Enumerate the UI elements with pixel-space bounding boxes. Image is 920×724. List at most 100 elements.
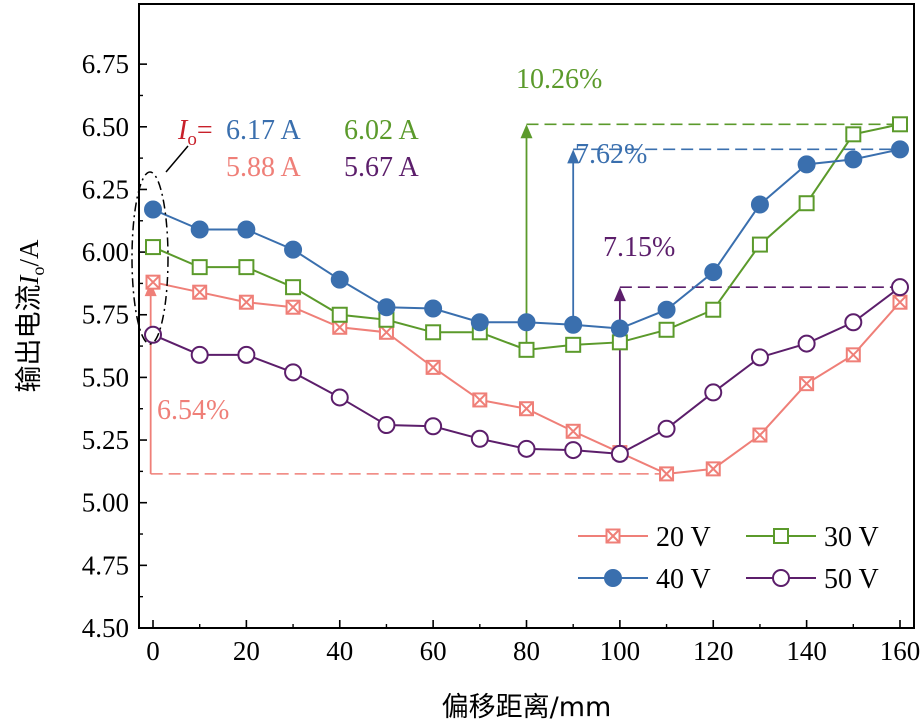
io-value-50v: 5.67 A [344, 152, 419, 183]
io-start-ellipse [131, 171, 169, 345]
point-40v-160 [890, 140, 909, 159]
axis-ticks: 4.50 4.75 5.00 5.25 5.50 5.75 6.00 6.25 6.50 6.75… [82, 49, 920, 666]
point-20v-50-cross-b [379, 325, 394, 340]
reference-lines [144, 123, 900, 475]
y-tick-label: 4.50 [82, 613, 129, 643]
point-20v-150-cross-b [846, 347, 861, 363]
point-40v-130 [750, 195, 769, 214]
y-tick-label: 6.25 [82, 174, 129, 204]
y-tick-label: 6.00 [82, 237, 129, 267]
y-tick-label: 5.00 [82, 488, 129, 518]
point-20v-70-cross-b [472, 392, 488, 408]
point-30v-160 [891, 116, 908, 133]
point-20v-20 [238, 294, 254, 310]
point-30v-140 [798, 195, 815, 212]
point-20v-0 [145, 274, 161, 290]
y-tick-label: 5.50 [82, 362, 129, 392]
point-40v-50 [377, 298, 396, 317]
point-50v-40 [330, 388, 349, 407]
point-40v-20 [237, 220, 256, 239]
point-20v-90-cross-b [565, 424, 581, 439]
point-50v-90 [564, 441, 583, 460]
y-tick-label: 5.25 [82, 425, 129, 455]
y-axis-label-symbol: I [14, 274, 44, 286]
io-symbol: I [177, 115, 189, 146]
pct-label-30v: 10.26% [516, 64, 602, 95]
point-20v-150 [845, 347, 861, 363]
reference-arrow-head-pct_40v [567, 149, 580, 164]
point-20v-70 [472, 392, 488, 408]
point-20v-140 [799, 376, 815, 392]
point-20v-130-cross-b [752, 427, 768, 443]
point-50v-100 [610, 444, 629, 463]
point-30v-130 [751, 236, 768, 253]
point-20v-60 [425, 359, 441, 375]
legend-label-40v: 40 V [656, 564, 711, 595]
io-value-40v: 6.17 A [226, 115, 301, 146]
x-tick-label: 120 [693, 636, 734, 666]
x-tick-label: 80 [513, 636, 540, 666]
point-20v-130 [752, 427, 768, 443]
io-leader-line [165, 145, 189, 173]
point-50v-30 [284, 363, 303, 382]
legend-marker-30v [773, 528, 789, 544]
reference-arrow-head-pct_30v [520, 124, 533, 139]
point-40v-80 [517, 313, 536, 332]
point-30v-80 [518, 341, 535, 358]
x-axis-label: 偏移距离/mm [442, 692, 612, 723]
point-40v-150 [844, 150, 863, 169]
point-40v-10 [190, 220, 209, 239]
point-40v-90 [564, 315, 583, 334]
point-20v-120 [705, 461, 721, 477]
x-tick-label: 100 [600, 636, 641, 666]
point-20v-140-cross-b [799, 376, 814, 391]
y-tick-label: 6.50 [82, 112, 129, 142]
point-50v-70 [470, 429, 489, 448]
svg-text:Io=: Io= [177, 115, 213, 150]
point-30v-20 [238, 259, 255, 276]
y-tick-label: 4.75 [82, 550, 129, 580]
point-30v-10 [191, 259, 208, 276]
point-20v-40-cross-b [332, 320, 347, 335]
point-50v-130 [750, 348, 769, 367]
point-20v-120-cross-b [706, 461, 721, 477]
x-tick-label: 40 [326, 636, 353, 666]
reference-arrow-head-pct_50v [613, 287, 626, 302]
legend-marker-50v [772, 569, 790, 587]
x-tick-label: 160 [880, 636, 920, 666]
point-20v-10-cross-b [192, 284, 207, 300]
svg-text:输出电流Io/A: 输出电流Io/A [14, 239, 48, 393]
point-40v-60 [424, 299, 443, 318]
point-50v-110 [657, 419, 676, 438]
point-50v-80 [517, 439, 536, 458]
point-40v-140 [797, 155, 816, 174]
io-equals: = [197, 115, 213, 146]
point-30v-110 [658, 321, 675, 338]
x-tick-label: 0 [146, 636, 160, 666]
point-30v-0 [145, 239, 162, 256]
point-30v-30 [285, 279, 302, 296]
point-50v-150 [844, 313, 863, 332]
y-axis-label: 输出电流Io/A [14, 239, 48, 393]
y-tick-label: 5.75 [82, 300, 129, 330]
pct-label-20v: 6.54% [157, 395, 229, 426]
y-axis-label-subscript: o [28, 267, 48, 276]
point-30v-40 [331, 306, 348, 323]
point-30v-90 [565, 336, 582, 353]
point-20v-20-cross-b [239, 295, 254, 310]
x-tick-label: 60 [420, 636, 447, 666]
point-50v-140 [797, 334, 816, 353]
point-50v-10 [190, 345, 209, 364]
legend-marker-20v [605, 528, 621, 544]
point-20v-40 [332, 319, 348, 335]
pct-label-50v: 7.15% [603, 232, 675, 263]
point-20v-80 [519, 401, 534, 417]
y-axis-label-prefix: 输出电流 [14, 285, 45, 393]
point-20v-0-cross-b [145, 274, 161, 290]
series-markers [144, 116, 909, 482]
point-40v-0 [144, 200, 163, 219]
legend: 20 V 30 V 40 V 50 V [578, 522, 879, 595]
point-40v-30 [284, 240, 303, 259]
legend-label-30v: 30 V [824, 522, 879, 553]
